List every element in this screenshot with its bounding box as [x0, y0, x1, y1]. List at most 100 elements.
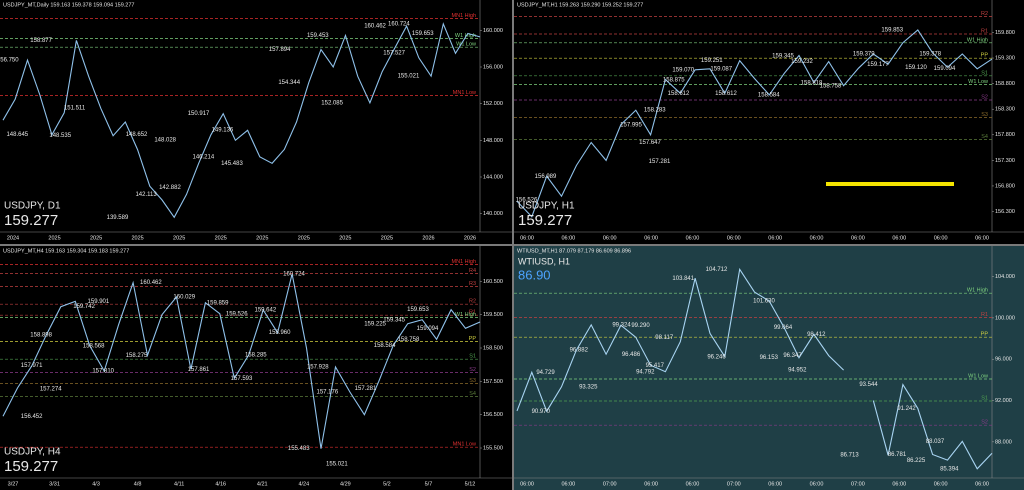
time-axis-label: 06:00 — [975, 481, 989, 487]
time-axis-label: 2025 — [215, 235, 227, 241]
price-annotation: 159.251 — [701, 58, 723, 64]
time-axis-label: 06:00 — [892, 235, 906, 241]
price-annotation: 160.462 — [140, 280, 162, 286]
time-axis-label: 2025 — [381, 235, 393, 241]
price-annotation: 156.526 — [516, 198, 538, 204]
time-axis-label: 07:00 — [851, 481, 865, 487]
price-axis-label: 158.800 — [995, 81, 1015, 87]
current-price: 159.277 — [518, 212, 572, 229]
time-axis-label: 06:00 — [810, 235, 824, 241]
price-annotation: 146.214 — [192, 154, 214, 160]
price-axis-label: 158.500 — [483, 345, 503, 351]
time-axis-label: 06:00 — [975, 235, 989, 241]
price-axis-label: 96.000 — [995, 357, 1012, 363]
pivot-level-label: R2 — [469, 299, 476, 305]
time-axis-label: 06:00 — [686, 481, 700, 487]
pivot-level-label: PP — [469, 336, 477, 342]
price-annotation: 157.593 — [231, 376, 253, 382]
pivot-level-label: S4 — [469, 391, 476, 397]
price-annotation: 159.094 — [417, 326, 439, 332]
pivot-level-label: MN1 Low — [453, 442, 476, 448]
pivot-level-label: W1 High — [967, 288, 988, 294]
time-axis-label: 2025 — [298, 235, 310, 241]
price-annotation: 152.085 — [321, 100, 343, 106]
price-annotation: 151.511 — [64, 106, 86, 112]
pivot-level-label: S2 — [981, 94, 988, 100]
pivot-level-label: MN1 Low — [453, 90, 476, 96]
time-axis-label: 06:00 — [520, 481, 534, 487]
pivot-level-label: W1 High — [967, 37, 988, 43]
time-axis-label: 06:00 — [934, 481, 948, 487]
chart-panel: R2 R1 W1 High PP S1 W1 Low S2 S3 S4 159.800 159.30… — [514, 0, 1024, 244]
price-annotation: 156.452 — [21, 414, 43, 420]
time-axis-label: 5/2 — [383, 481, 391, 487]
time-axis-label: 06:00 — [810, 481, 824, 487]
price-axis-label: 148.000 — [483, 138, 503, 144]
price-annotation: 93.544 — [859, 382, 878, 388]
price-annotation: 142.882 — [159, 185, 181, 191]
price-annotation: 157.281 — [649, 159, 671, 165]
panel-background — [0, 246, 512, 490]
price-annotation: 159.225 — [364, 321, 386, 327]
price-annotation: 157.971 — [21, 363, 43, 369]
time-axis-label: 2025 — [90, 235, 102, 241]
price-annotation: 148.535 — [49, 133, 71, 139]
price-annotation: 158.960 — [269, 330, 291, 336]
price-annotation: 159.742 — [73, 304, 95, 310]
price-annotation: 159.653 — [407, 307, 429, 313]
pivot-level-label: R1 — [469, 310, 476, 316]
price-annotation: 157.281 — [355, 386, 377, 392]
price-annotation: 149.136 — [212, 127, 234, 133]
pivot-level-label: W1 Low — [968, 79, 988, 85]
time-axis-label: 07:00 — [603, 481, 617, 487]
pivot-level-label: MN1 High — [452, 13, 476, 19]
pivot-level-label: MN1 High — [452, 259, 476, 265]
time-axis-label: 2025 — [132, 235, 144, 241]
price-axis-label: 157.800 — [995, 132, 1015, 138]
time-axis-label: 06:00 — [561, 481, 575, 487]
time-axis-label: 4/11 — [174, 481, 184, 487]
time-axis-label: 06:00 — [644, 481, 658, 487]
time-axis-label: 2025 — [256, 235, 268, 241]
price-annotation: 85.394 — [940, 466, 959, 472]
price-annotation: 96.486 — [622, 352, 641, 358]
price-annotation: 157.995 — [620, 122, 642, 128]
price-annotation: 157.810 — [92, 369, 114, 375]
price-annotation: 158.584 — [758, 92, 780, 98]
price-annotation: 157.928 — [307, 365, 329, 371]
symbol-label: USDJPY, H1 — [518, 201, 575, 212]
price-annotation: 90.970 — [532, 409, 551, 415]
time-axis-label: 2025 — [339, 235, 351, 241]
price-annotation: 158.877 — [30, 38, 52, 44]
symbol-label: WTIUSD, H1 — [518, 256, 570, 266]
time-axis-label: 06:00 — [603, 235, 617, 241]
price-annotation: 158.584 — [374, 343, 396, 349]
time-axis-label: 4/21 — [257, 481, 268, 487]
time-axis-label: 2026 — [422, 235, 434, 241]
price-annotation: 158.758 — [820, 83, 842, 89]
price-annotation: 154.344 — [278, 80, 300, 86]
pivot-level-label: W1 Low — [456, 42, 476, 48]
pivot-level-label: PP — [981, 53, 989, 59]
pivot-level-label: S4 — [981, 134, 988, 140]
price-annotation: 148.645 — [6, 132, 28, 138]
price-axis-label: 140.000 — [483, 211, 503, 217]
price-axis-label: 156.800 — [995, 183, 1015, 189]
price-axis-label: 159.800 — [995, 30, 1015, 36]
price-axis-label: 92.000 — [995, 398, 1012, 404]
price-annotation: 159.232 — [791, 59, 813, 65]
pivot-level-label: R2 — [981, 11, 988, 17]
pivot-level-label: W1 Low — [968, 373, 988, 379]
time-axis-label: 2025 — [48, 235, 60, 241]
price-annotation: 88.037 — [926, 439, 945, 445]
price-annotation: 98.412 — [807, 332, 826, 338]
price-axis-label: 159.500 — [483, 312, 503, 318]
price-annotation: 159.345 — [383, 317, 405, 323]
time-axis-label: 06:00 — [727, 235, 741, 241]
pivot-level-label: W1 High — [455, 312, 476, 318]
price-axis-label: 144.000 — [483, 174, 503, 180]
price-annotation: 158.612 — [668, 91, 690, 97]
price-annotation: 155.021 — [326, 462, 348, 468]
